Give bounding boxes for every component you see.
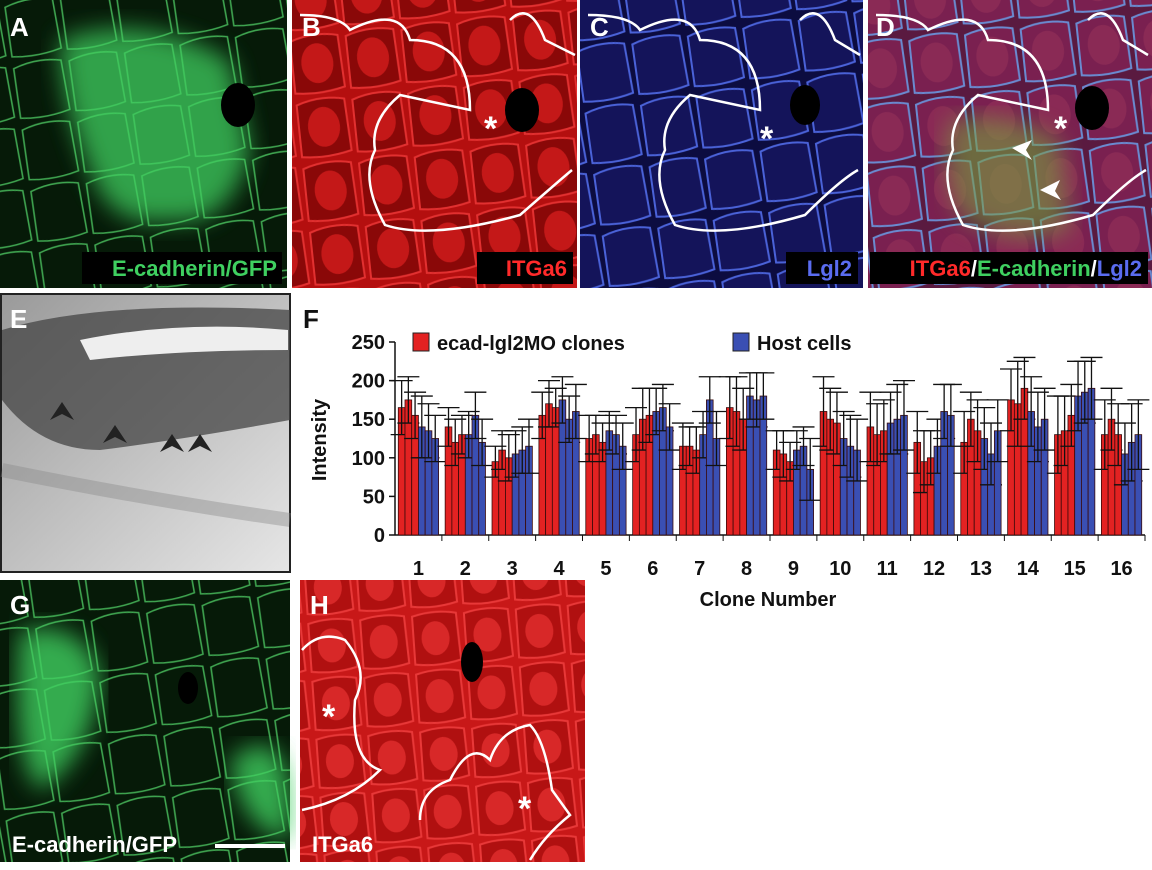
caption-part: E-cadherin [977, 256, 1091, 281]
error-bar [705, 410, 728, 467]
asterisk: * [760, 120, 774, 158]
x-tick-label: 13 [970, 558, 992, 580]
x-tick-label: 4 [554, 558, 566, 580]
x-tick-label: 6 [647, 558, 658, 580]
x-axis-title: Clone Number [700, 589, 837, 611]
legend-swatch [412, 332, 430, 352]
error-bar [986, 399, 1009, 463]
panel-f: F Intensity Clone Number 0 50 100 150 200 250… [303, 304, 1150, 611]
error-bar [424, 414, 447, 463]
panel-caption: ITGa6/E-cadherin/Lgl2 [910, 256, 1142, 281]
x-tick-label: 2 [460, 558, 471, 580]
panel-label: B [302, 12, 321, 42]
error-bar [698, 376, 721, 424]
x-tick-label: 14 [1017, 558, 1040, 580]
panel-caption: Lgl2 [807, 256, 852, 281]
panel-a: A E-cadherin/GFP [0, 0, 287, 288]
error-bar [1033, 387, 1056, 451]
panel-h: H * * ITGa6 [300, 580, 585, 862]
y-tick-label: 0 [374, 525, 385, 547]
x-tick-label: 3 [507, 558, 518, 580]
panel-d: D * ITGa6/E-cadherin/Lgl2 [868, 0, 1152, 288]
y-axis-title: Intensity [309, 398, 331, 481]
y-tick-label: 100 [352, 448, 385, 470]
error-bar [471, 418, 494, 467]
panel-label: H [310, 590, 329, 620]
x-tick-label: 10 [829, 558, 851, 580]
x-tick-label: 15 [1064, 558, 1086, 580]
panel-g: G E-cadherin/GFP [0, 580, 290, 862]
x-tick-label: 8 [741, 558, 752, 580]
error-bar [939, 383, 962, 447]
error-bar [799, 437, 822, 501]
panel-label: G [10, 590, 30, 620]
asterisk: * [322, 698, 336, 736]
panel-b: B * ITGa6 [292, 0, 577, 288]
error-bar [437, 406, 460, 447]
x-tick-label: 9 [788, 558, 799, 580]
legend-label: ecad-lgl2MO clones [437, 333, 625, 355]
y-tick-label: 200 [352, 371, 385, 393]
panel-c: C * Lgl2 [580, 0, 863, 288]
legend-label: Host cells [757, 333, 851, 355]
x-tick-label: 16 [1110, 558, 1132, 580]
error-bar [1127, 399, 1150, 471]
caption-part: ITGa6 [910, 256, 971, 281]
panel-e: E [0, 293, 291, 573]
panel-caption: ITGa6 [312, 832, 373, 857]
x-tick-label: 12 [923, 558, 945, 580]
asterisk: * [1054, 110, 1068, 148]
caption-part: / [971, 256, 977, 281]
panel-label: E [10, 304, 27, 334]
asterisk: * [518, 790, 532, 828]
caption-part: Lgl2 [1097, 256, 1142, 281]
error-bar [892, 379, 915, 451]
x-tick-label: 1 [413, 558, 424, 580]
error-bar [846, 418, 869, 482]
panel-caption: ITGa6 [506, 256, 567, 281]
x-tick-label: 5 [600, 558, 611, 580]
error-bar [611, 422, 634, 471]
asterisk: * [484, 110, 498, 148]
panel-caption: E-cadherin/GFP [12, 832, 177, 857]
error-bar [564, 383, 587, 440]
caption-part: / [1091, 256, 1097, 281]
error-bar [517, 418, 540, 474]
panel-label: F [303, 304, 319, 334]
error-bar [658, 403, 681, 451]
panel-caption: E-cadherin/GFP [112, 256, 277, 281]
x-tick-label: 7 [694, 558, 705, 580]
y-tick-label: 150 [352, 409, 385, 431]
y-tick-label: 50 [363, 486, 385, 508]
error-bar [1080, 356, 1103, 420]
legend-swatch [732, 332, 750, 352]
panel-label: C [590, 12, 609, 42]
y-tick-label: 250 [352, 332, 385, 354]
error-bar [752, 372, 775, 420]
x-tick-label: 11 [877, 558, 898, 580]
panel-label: D [876, 12, 895, 42]
panel-label: A [10, 12, 29, 42]
